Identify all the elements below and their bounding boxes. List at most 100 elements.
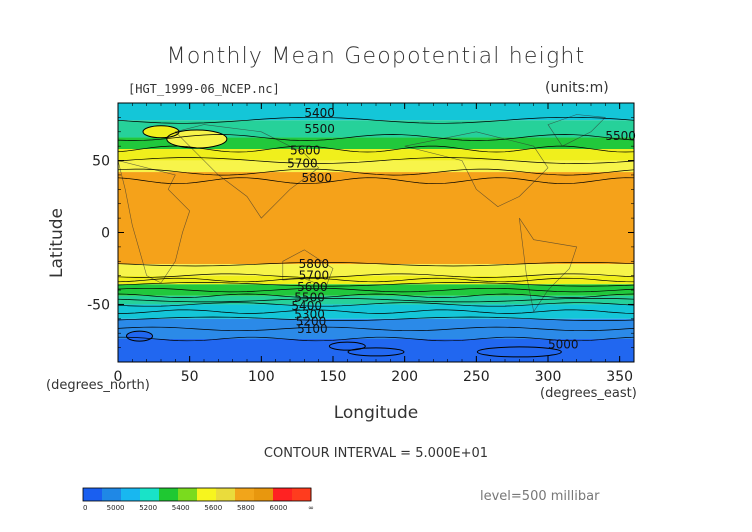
contour-closed	[126, 330, 153, 342]
heatmap-band	[118, 318, 634, 339]
contour-label: 5100	[297, 322, 328, 336]
level-text: level=500 millibar	[480, 489, 600, 504]
colorbar-swatch	[235, 488, 255, 501]
colorbar-swatch	[121, 488, 141, 501]
heatmap-band	[118, 275, 634, 285]
x-tick-label: 0	[114, 369, 123, 385]
contour-label: 5300	[294, 308, 325, 322]
contour-closed	[142, 125, 180, 139]
colorbar-swatch	[140, 488, 160, 501]
contour-label: 5700	[299, 269, 330, 283]
heatmap-feature	[477, 346, 562, 357]
y-axis-ticks: -50 0 50	[87, 102, 634, 363]
heatmap-band	[118, 172, 634, 265]
contour-line	[117, 316, 635, 321]
colorbar-swatch	[197, 488, 217, 501]
contour-line	[117, 177, 635, 185]
contour-lines	[117, 116, 635, 358]
colorbar-swatch	[254, 488, 274, 501]
contour-label: 5600	[297, 280, 328, 294]
colorbar-tick-label: 5400	[172, 504, 190, 512]
colorbar-tick-label: 5000	[107, 504, 125, 512]
colorbar-tick-label: 5200	[139, 504, 157, 512]
contour-line	[117, 262, 635, 267]
coastline	[547, 114, 606, 147]
contour-closed	[476, 346, 562, 358]
units-label: (units:m)	[545, 80, 609, 96]
colorbar-tick-label: 5600	[204, 504, 222, 512]
contour-label: 5400	[291, 299, 322, 313]
contour-line	[118, 309, 635, 314]
contour-label: 5800	[301, 171, 332, 185]
colorbar-tick-label: 6000	[270, 504, 288, 512]
contour-label: 5700	[287, 156, 318, 170]
heatmap-feature	[329, 342, 366, 351]
contour-label: 5600	[290, 143, 321, 157]
heatmap-band	[118, 103, 634, 121]
colorbar-tick-label: 5800	[237, 504, 255, 512]
x-tick-label: 350	[606, 369, 633, 385]
contour-line	[117, 302, 635, 307]
contour-line	[117, 287, 635, 293]
contour-label: 5500	[304, 122, 335, 136]
coastline	[117, 160, 191, 284]
heatmap-band	[118, 284, 634, 296]
contour-line	[117, 134, 635, 141]
y-tick-label: 50	[92, 154, 110, 170]
contour-closed	[166, 129, 228, 149]
x-tick-label: 150	[320, 369, 347, 385]
contour-line	[117, 326, 635, 332]
contour-label: 5500	[294, 290, 325, 304]
colorbar-swatch	[83, 488, 103, 501]
heatmap-feature	[348, 347, 404, 356]
contour-label: 5500	[605, 129, 636, 143]
contour-line	[117, 282, 635, 287]
colorbar-swatch	[216, 488, 236, 501]
y-axis-unit: (degrees_east)	[540, 386, 637, 401]
x-tick-label: 50	[181, 369, 199, 385]
heatmap-band	[118, 264, 634, 276]
contour-line	[117, 297, 635, 303]
contour-closed	[347, 347, 405, 357]
colorbar: 0 5000 5200 5400 5600 5800 6000 ∞	[82, 487, 314, 512]
x-axis-unit: (degrees_north)	[46, 378, 150, 393]
heatmap-feature	[126, 331, 153, 342]
contour-line	[117, 145, 635, 153]
colorbar-frame	[82, 487, 312, 502]
colorbar-swatch	[292, 488, 312, 501]
x-tick-label: 100	[248, 369, 275, 385]
coastline	[404, 131, 549, 207]
heatmap-band	[118, 160, 634, 173]
x-axis-ticks: 0 50 100 150 200 250 300 350	[114, 103, 635, 385]
dataset-filename: [HGT_1999-06_NCEP.nc]	[128, 82, 280, 96]
colorbar-tick-label: ∞	[308, 504, 314, 512]
contour-line	[117, 157, 635, 164]
heatmap-band	[118, 295, 634, 305]
contour-label: 5400	[304, 106, 335, 120]
heatmap-bands	[118, 103, 634, 362]
x-tick-label: 300	[535, 369, 562, 385]
colorbar-tick-label: 0	[83, 504, 87, 512]
colorbar-swatch	[159, 488, 179, 501]
heatmap-band	[118, 149, 634, 161]
contour-label: 5800	[299, 257, 330, 271]
coastline-overlay	[117, 114, 606, 313]
coastline	[282, 249, 334, 288]
colorbar-swatch	[273, 488, 293, 501]
coastline	[174, 124, 320, 219]
x-tick-label: 200	[391, 369, 418, 385]
contour-line	[117, 293, 635, 298]
contour-line	[117, 116, 635, 124]
colorbar-swatch	[102, 488, 122, 501]
contour-line	[117, 277, 635, 283]
y-tick-label: -50	[87, 297, 110, 313]
contour-line	[117, 168, 635, 176]
colorbar-swatch	[178, 488, 198, 501]
contour-label: 5000	[548, 338, 579, 352]
heatmap-band	[118, 304, 634, 319]
contour-closed	[328, 341, 366, 351]
heatmap-band	[118, 120, 634, 138]
chart-title: Monthly Mean Geopotential height	[166, 44, 586, 69]
contour-labels: 5400550056005700580055005800570056005500…	[287, 106, 636, 352]
